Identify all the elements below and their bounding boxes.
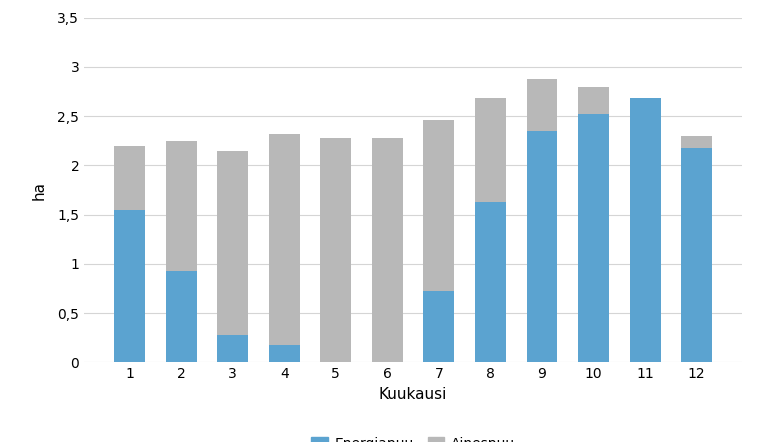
Bar xyxy=(526,79,558,131)
Bar xyxy=(423,290,454,362)
Bar xyxy=(165,271,197,362)
Bar xyxy=(165,141,197,271)
Bar xyxy=(526,131,558,362)
Bar xyxy=(114,210,145,362)
Legend: Energiapuu, Ainespuu: Energiapuu, Ainespuu xyxy=(305,431,521,442)
Bar xyxy=(217,335,248,362)
Bar xyxy=(321,138,351,362)
Bar xyxy=(269,345,300,362)
Bar xyxy=(269,134,300,345)
Bar xyxy=(630,99,661,362)
Bar xyxy=(681,136,712,148)
Bar xyxy=(681,148,712,362)
Bar xyxy=(475,99,506,202)
Bar xyxy=(423,120,454,290)
Bar xyxy=(217,151,248,335)
Bar xyxy=(578,87,609,114)
Bar xyxy=(578,114,609,362)
Y-axis label: ha: ha xyxy=(31,181,46,199)
Bar xyxy=(114,146,145,210)
Bar xyxy=(372,138,403,362)
X-axis label: Kuukausi: Kuukausi xyxy=(379,387,448,402)
Bar xyxy=(475,202,506,362)
